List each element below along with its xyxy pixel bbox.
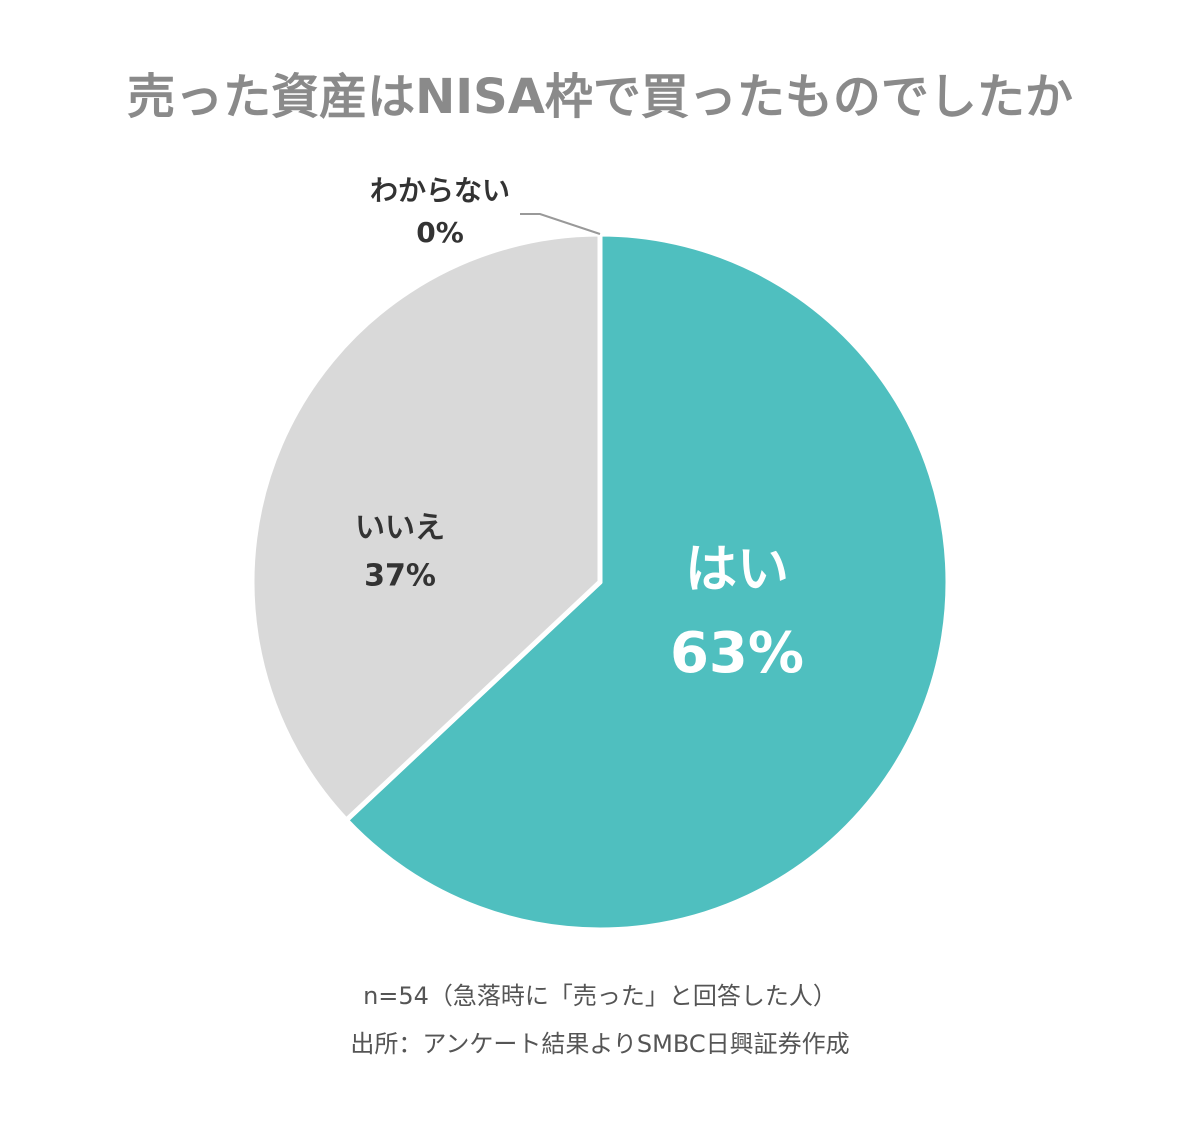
slice-label: いいえ (355, 511, 445, 546)
chart-title: 売った資産はNISA枠で買ったものでしたか (127, 69, 1073, 125)
slice-label: はい (685, 540, 789, 600)
slice-label: わからない (370, 174, 510, 207)
pie-slice (249, 231, 603, 823)
note: 出所：アンケート結果よりSMBC日興証券作成 (350, 1030, 849, 1058)
value-label: 0% (416, 216, 464, 249)
note: n=54（急落時に「売った」と回答した人） (363, 982, 837, 1010)
value-label: 63% (670, 621, 804, 686)
value-label: 37% (364, 559, 436, 594)
leader-line (520, 213, 601, 235)
pie-slice (343, 231, 951, 933)
